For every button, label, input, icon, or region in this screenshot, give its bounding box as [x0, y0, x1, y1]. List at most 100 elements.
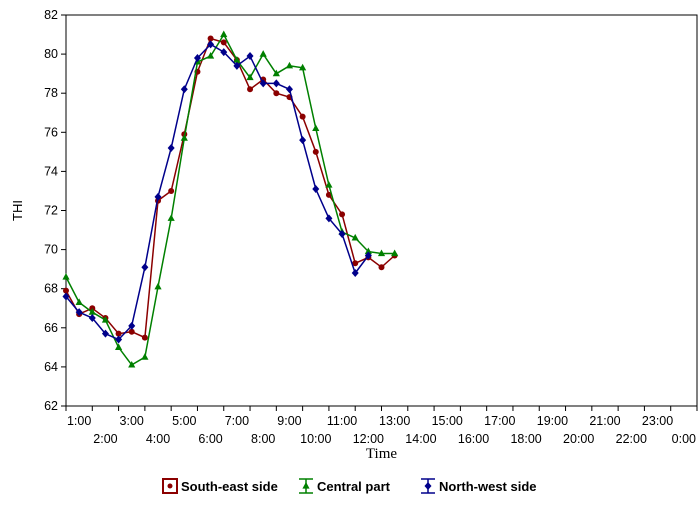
- data-point: [128, 321, 136, 330]
- data-point: [128, 328, 135, 335]
- x-tick-label: 20:00: [563, 432, 594, 446]
- data-point: [154, 282, 162, 290]
- data-point: [101, 329, 109, 338]
- data-point: [325, 214, 333, 223]
- legend-label: South-east side: [181, 479, 278, 494]
- legend-marker: [167, 483, 173, 489]
- data-point: [141, 263, 149, 272]
- x-tick-label: 22:00: [616, 432, 647, 446]
- data-point: [233, 61, 241, 70]
- legend-label: Central part: [317, 479, 391, 494]
- data-point: [312, 124, 320, 131]
- y-tick-label: 66: [44, 321, 58, 335]
- data-point: [259, 50, 267, 57]
- y-tick-label: 82: [44, 8, 58, 22]
- y-tick-label: 68: [44, 282, 58, 296]
- y-tick-label: 72: [44, 204, 58, 218]
- data-point: [364, 251, 372, 260]
- data-point: [75, 298, 83, 305]
- legend-marker: [302, 482, 310, 489]
- x-tick-label: 0:00: [672, 432, 696, 446]
- data-point: [246, 73, 254, 81]
- series-layer: [62, 30, 399, 368]
- x-tick-label: 11:00: [327, 414, 357, 428]
- data-point: [246, 52, 254, 61]
- x-tick-label: 2:00: [93, 432, 117, 446]
- data-point: [272, 79, 280, 88]
- data-point: [141, 353, 149, 360]
- data-point: [115, 335, 123, 344]
- data-point: [193, 54, 201, 63]
- y-axis-ticks: 62 64 66 68 70 72 74 76 78 80 82: [44, 8, 66, 413]
- data-point: [62, 292, 70, 301]
- data-point: [233, 55, 241, 63]
- data-point: [378, 264, 385, 271]
- data-point: [299, 136, 307, 145]
- data-point: [351, 233, 359, 241]
- data-point: [259, 79, 267, 88]
- series-line: [65, 33, 395, 366]
- data-point: [63, 287, 69, 294]
- data-point: [351, 269, 359, 278]
- data-point: [273, 90, 280, 97]
- x-tick-label: 1:00: [67, 414, 91, 428]
- data-point: [299, 113, 306, 120]
- x-tick-label: 18:00: [510, 432, 541, 446]
- data-point: [207, 40, 215, 49]
- data-point: [168, 187, 175, 194]
- y-tick-label: 70: [44, 243, 58, 257]
- x-axis-ticks: 1:002:003:004:005:006:007:008:009:00 10:0…: [65, 406, 698, 446]
- legend-swatch: [162, 478, 178, 494]
- y-axis-title: THI: [10, 200, 25, 221]
- x-tick-label: 13:00: [379, 414, 410, 428]
- data-point: [101, 315, 110, 323]
- x-axis-title: Time: [366, 446, 397, 462]
- data-point: [377, 249, 386, 257]
- data-point: [180, 85, 188, 94]
- data-point: [114, 343, 123, 350]
- legend-label: North-west side: [439, 479, 537, 494]
- x-tick-label: 10:00: [300, 432, 331, 446]
- y-tick-label: 62: [44, 399, 58, 413]
- legend: South-east side Central part North-west si…: [162, 478, 537, 494]
- data-point: [339, 211, 346, 218]
- data-point: [272, 69, 280, 77]
- x-tick-label: 4:00: [146, 432, 170, 446]
- legend-marker: [424, 482, 432, 490]
- legend-item: South-east side: [162, 478, 278, 494]
- x-tick-label: 21:00: [589, 414, 620, 428]
- data-point: [312, 184, 320, 193]
- series-line: [65, 43, 369, 341]
- x-tick-label: 23:00: [642, 414, 673, 428]
- data-point: [299, 63, 307, 71]
- data-point: [141, 334, 148, 341]
- x-tick-label: 7:00: [225, 414, 249, 428]
- data-point: [391, 249, 399, 257]
- x-tick-label: 19:00: [537, 414, 568, 428]
- data-point: [312, 148, 319, 155]
- plot-frame: [65, 14, 698, 407]
- data-point: [285, 85, 293, 94]
- y-tick-label: 74: [44, 164, 58, 178]
- legend-item: Central part: [299, 478, 391, 494]
- y-tick-label: 64: [44, 360, 58, 374]
- y-tick-label: 80: [44, 47, 58, 61]
- x-tick-label: 16:00: [458, 432, 489, 446]
- data-point: [128, 360, 136, 368]
- data-point: [220, 48, 228, 57]
- series-group: [63, 35, 398, 341]
- data-point: [88, 308, 96, 315]
- data-point: [325, 191, 332, 198]
- data-point: [207, 35, 214, 42]
- y-tick-label: 78: [44, 86, 58, 100]
- x-tick-label: 9:00: [277, 414, 301, 428]
- data-point: [180, 134, 188, 141]
- data-point: [285, 61, 294, 69]
- x-tick-label: 12:00: [353, 432, 384, 446]
- x-tick-label: 3:00: [120, 414, 144, 428]
- data-point: [325, 181, 333, 188]
- data-point: [167, 143, 175, 152]
- data-point: [247, 86, 254, 93]
- x-tick-label: 8:00: [251, 432, 275, 446]
